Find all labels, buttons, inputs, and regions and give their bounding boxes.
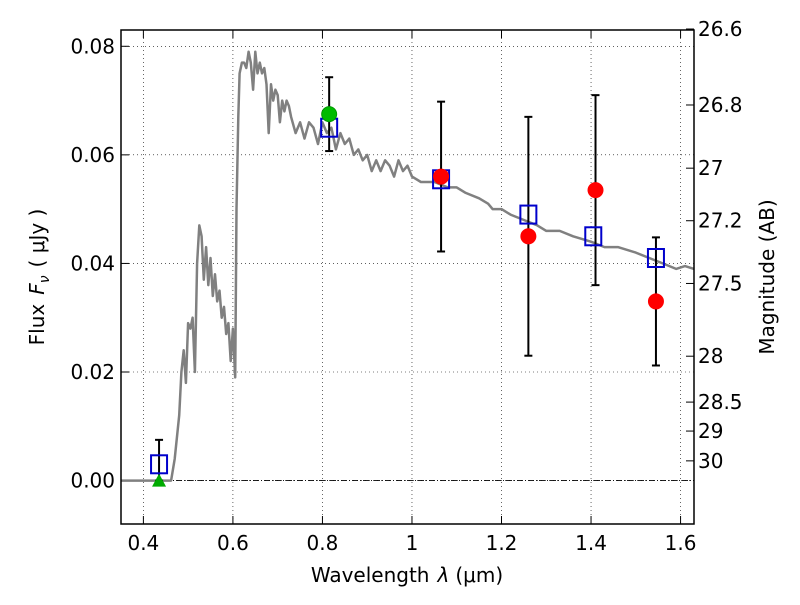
x-axis-label: Wavelength λ (μm): [311, 563, 503, 587]
observed-flux-marker: [647, 293, 664, 310]
y2-tick-label: 28: [698, 344, 723, 368]
model-photometry-marker: [646, 248, 665, 268]
y2-tick-label: 27.5: [698, 271, 743, 295]
y-tick-label: 0.08: [70, 34, 115, 58]
y2-tick-label: 29: [698, 419, 723, 443]
y2-tick-label: 26.8: [698, 93, 743, 117]
x-tick-label: 0.8: [307, 531, 339, 555]
y2-tick-label: 30: [698, 449, 723, 473]
model-spectrum-line: [121, 50, 694, 482]
data-layer: [121, 50, 694, 487]
model-photometry-marker: [519, 204, 538, 225]
observed-flux-marker: [520, 228, 537, 245]
observed-flux-marker: [433, 168, 450, 185]
tick-labels: 0.4 0.6 0.8 1 1.2 1.4 1.6 0.00 0.02 0.04 0.06 0.08 2…: [70, 17, 742, 555]
model-photometry-marker: [584, 226, 603, 247]
x-tick-label: 1.2: [486, 531, 518, 555]
x-tick-label: 1.4: [575, 531, 607, 555]
y2-tick-label: 27.2: [698, 209, 743, 233]
observed-flux-marker-green: [321, 106, 338, 123]
y-tick-label: 0.02: [70, 360, 115, 384]
y-tick-label: 0.04: [70, 251, 115, 275]
x-tick-label: 1: [406, 531, 419, 555]
y2-axis-label: Magnitude (AB): [755, 199, 779, 354]
plot-area: [121, 30, 694, 524]
y2-tick-label: 26.6: [698, 17, 743, 41]
y-tick-label: 0.06: [70, 143, 115, 167]
upper-limit-marker: [152, 473, 167, 487]
y-tick-label: 0.00: [70, 469, 115, 493]
y2-tick-label: 27: [698, 156, 723, 180]
y-axis-label: FluxFν( μJy ): [25, 209, 53, 346]
plot-frame: [120, 29, 695, 525]
observed-flux-marker: [587, 182, 604, 199]
model-photometry-marker: [150, 454, 169, 475]
y2-tick-label: 28.5: [698, 390, 743, 414]
x-tick-label: 1.6: [665, 531, 697, 555]
x-tick-label: 0.6: [217, 531, 249, 555]
x-tick-label: 0.4: [127, 531, 159, 555]
